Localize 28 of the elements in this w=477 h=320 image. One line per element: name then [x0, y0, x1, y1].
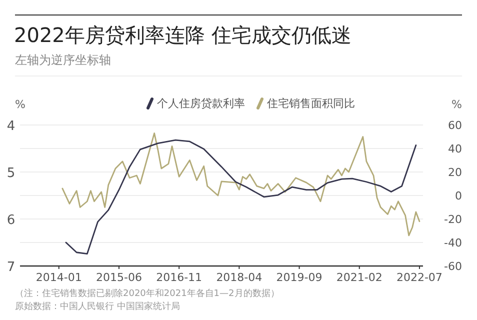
- y-tick-label: 7: [6, 260, 16, 275]
- chart-title: 2022年房贷利率连降 住宅成交仍低迷: [14, 23, 352, 47]
- y2-tick-label: 60: [448, 119, 462, 132]
- y2-tick-label: 20: [448, 166, 462, 179]
- y-tick-label: 5: [6, 166, 16, 181]
- y2-tick-label: -40: [444, 236, 462, 250]
- x-tick-label: 2018-04: [216, 271, 262, 284]
- y2-tick-label: -20: [444, 213, 462, 226]
- y2-tick-label: 0: [455, 190, 462, 202]
- y2-tick-label: 40: [448, 142, 462, 156]
- legend-label: 个人住房贷款利率: [157, 97, 245, 110]
- text: （注：住宅销售数据已剔除2020年和2021年各自1—2月的数据）: [15, 288, 280, 299]
- x-tick-label: 2019-09: [276, 271, 322, 284]
- y-tick-label: 6: [6, 213, 16, 228]
- line-series: [65, 139, 417, 254]
- y-tick-label: 4: [6, 119, 16, 134]
- x-tick-label: 2022-07: [396, 271, 442, 284]
- chart-subtitle: 左轴为逆序坐标轴: [15, 53, 111, 67]
- y2-tick-label: -60: [444, 260, 462, 273]
- x-tick-label: 2015-06: [96, 271, 142, 284]
- text: 原始数据：中国人民银行 中国国家统计局: [15, 301, 180, 312]
- legend-label: 住宅销售面积同比: [267, 97, 355, 110]
- line-series: [62, 132, 420, 236]
- x-tick-label: 2021-02: [336, 271, 382, 284]
- x-tick-label: 2014-01: [36, 271, 82, 284]
- y2-axis-title: %: [452, 98, 462, 111]
- x-tick-label: 2016-11: [156, 271, 202, 284]
- y-axis-title: %: [15, 98, 26, 111]
